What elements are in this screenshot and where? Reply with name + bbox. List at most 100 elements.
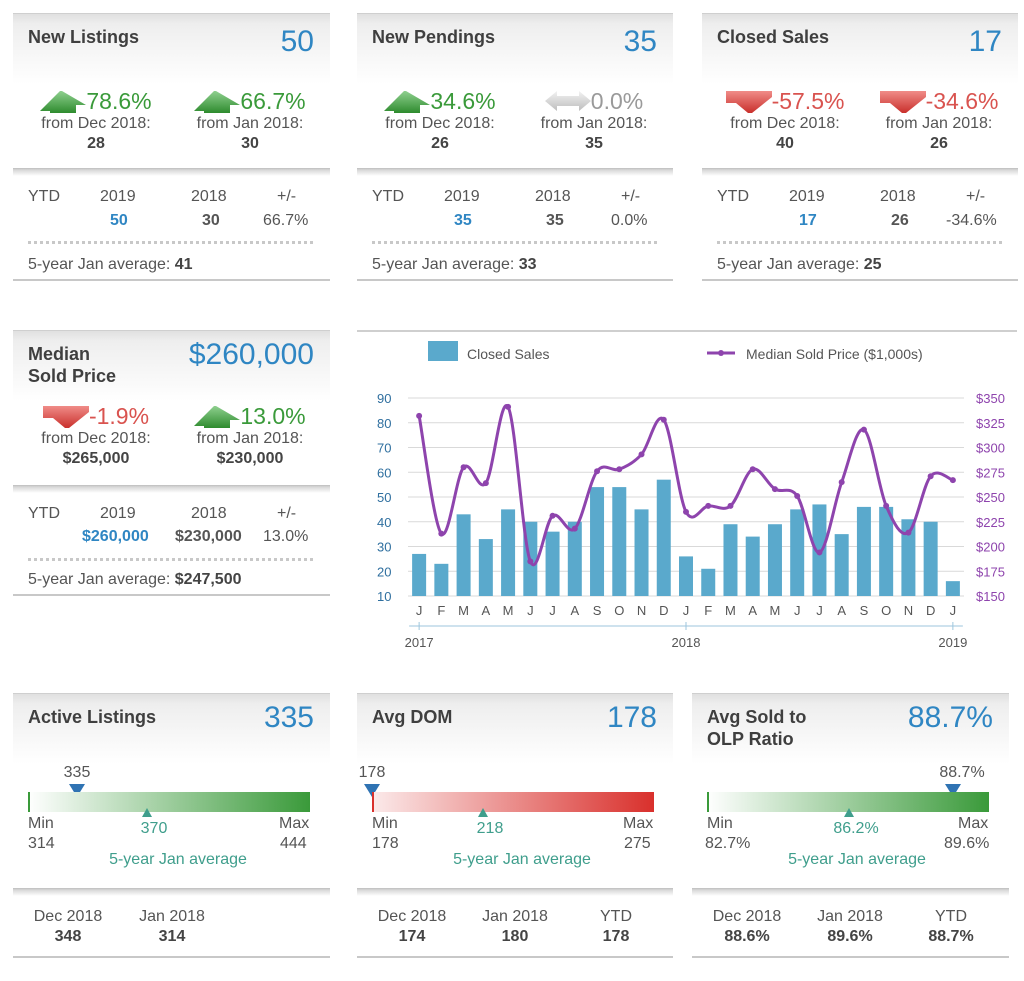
footer-jan-2018: Jan 2018 314 — [139, 908, 205, 945]
x-tick-label: F — [437, 603, 445, 618]
ytd-value2: 35 — [546, 212, 564, 229]
arrow-up-icon — [40, 91, 87, 113]
footer-dec-2018: Dec 2018 174 — [377, 908, 447, 945]
chart-bar — [567, 521, 582, 596]
x-tick-label: M — [503, 603, 514, 618]
change-label: from Jan 2018: — [885, 115, 993, 132]
median-price-line — [417, 404, 954, 567]
chart-bar — [501, 509, 516, 596]
change-label: from Jan 2018: — [196, 115, 304, 132]
card-bottom-line — [13, 279, 330, 281]
gauge-min-value: 178 — [372, 835, 399, 852]
x-tick-label: S — [860, 603, 869, 618]
footer-jan-2018: Jan 2018 89.6% — [817, 908, 883, 945]
ytd-change: 66.7% — [263, 212, 309, 229]
median-price-point — [660, 416, 667, 423]
median-price-point — [638, 451, 645, 458]
ytd-year1: 2019 — [444, 188, 480, 205]
gauge-min-tick — [372, 792, 374, 812]
avg-dom-card: Avg DOM 178 178 Min 178 218 Max 275 5-ye… — [357, 693, 673, 959]
gauge-average-value: 86.2% — [833, 820, 879, 837]
change-label: from Dec 2018: — [41, 430, 151, 447]
change-from-jan: 13.0% from Jan 2018: $230,000 — [175, 402, 325, 468]
footer-ytd: YTD 88.7% — [928, 908, 974, 945]
x-tick-label: J — [416, 603, 423, 618]
y-right-tick-label: $350 — [976, 391, 1005, 406]
ytd-value1: 17 — [799, 212, 817, 229]
ytd-year1: 2019 — [789, 188, 825, 205]
x-tick-label: J — [683, 603, 690, 618]
year-label: 2019 — [938, 635, 967, 650]
median-price-point — [482, 480, 489, 487]
change-pct: 66.7% — [240, 87, 306, 114]
x-tick-label: J — [527, 603, 534, 618]
chart-bar — [723, 524, 738, 596]
ytd-plusminus: +/- — [966, 188, 986, 205]
separator — [357, 168, 673, 176]
chart-bars — [412, 479, 960, 596]
gauge-min-tick — [28, 792, 30, 812]
chart-bar — [412, 553, 427, 596]
median-price-point — [838, 479, 845, 486]
x-tick-label: A — [570, 603, 579, 618]
x-tick-label: N — [904, 603, 913, 618]
card-bottom-line — [692, 956, 1009, 958]
median-price-point — [571, 525, 578, 532]
chart-bar — [879, 506, 894, 596]
five-year-average: 5-year Jan average: $247,500 — [28, 571, 242, 588]
legend-line-label: Median Sold Price ($1,000s) — [746, 346, 923, 362]
gauge-current-label: 335 — [63, 764, 91, 781]
separator — [702, 168, 1018, 176]
y-left-tick-label: 70 — [377, 441, 391, 456]
chart-svg: Closed Sales Median Sold Price ($1,000s)… — [357, 330, 1017, 650]
ytd-value2: 30 — [202, 212, 220, 229]
gauge-average-value: 218 — [476, 820, 504, 837]
ytd-year1: 2019 — [100, 505, 136, 522]
change-base-value: 26 — [431, 135, 449, 152]
change-pct: -57.5% — [771, 87, 845, 114]
gauge-max-value: 275 — [624, 835, 651, 852]
x-tick-label: D — [659, 603, 668, 618]
card-bottom-line — [702, 279, 1018, 281]
separator — [13, 485, 330, 493]
gauge-min-tick — [707, 792, 709, 812]
gauge-average-value: 370 — [140, 820, 168, 837]
card-header-bg — [13, 13, 330, 168]
change-base-value: 28 — [87, 135, 105, 152]
card-title: Closed Sales — [717, 27, 830, 47]
median-price-point — [505, 403, 512, 410]
x-tick-label: F — [704, 603, 712, 618]
year-label: 2018 — [672, 635, 701, 650]
card-value: 178 — [606, 701, 657, 734]
gauge-max-label: Max — [623, 815, 654, 832]
card-value: $260,000 — [188, 338, 314, 371]
card-title: New Pendings — [372, 27, 496, 47]
gauge-max-value: 89.6% — [944, 835, 990, 852]
card-title: Median Sold Price — [28, 344, 117, 386]
x-tick-label: A — [837, 603, 846, 618]
ytd-change: 13.0% — [263, 528, 309, 545]
dotted-divider — [28, 558, 313, 561]
x-tick-label: J — [950, 603, 957, 618]
legend-bar-label: Closed Sales — [467, 346, 550, 362]
chart-bar — [901, 519, 916, 596]
y-right-tick-label: $300 — [976, 441, 1005, 456]
x-tick-label: M — [458, 603, 469, 618]
y-left-tick-label: 80 — [377, 416, 391, 431]
change-from-dec: -1.9% from Dec 2018: $265,000 — [21, 402, 171, 468]
ytd-year1: 2019 — [100, 188, 136, 205]
card-value: 88.7% — [907, 701, 993, 734]
gauge-average-label: 5-year Jan average — [788, 851, 926, 868]
chart-bar — [790, 509, 805, 596]
y-right-tick-label: $275 — [976, 465, 1005, 480]
footer-jan-2018: Jan 2018 180 — [482, 908, 548, 945]
ytd-plusminus: +/- — [277, 188, 297, 205]
change-pct: -34.6% — [925, 87, 999, 114]
median-price-point — [527, 558, 534, 565]
card-value: 335 — [263, 701, 314, 734]
change-from-dec: 34.6% from Dec 2018: 26 — [365, 87, 515, 153]
chart-bar — [767, 524, 782, 596]
median-price-point — [460, 464, 467, 471]
y-right-tick-label: $250 — [976, 490, 1005, 505]
ytd-value2: $230,000 — [175, 528, 242, 545]
